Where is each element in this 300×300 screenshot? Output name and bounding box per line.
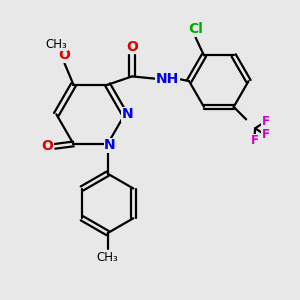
Text: N: N [121,107,133,121]
Text: O: O [58,48,70,62]
Text: Cl: Cl [188,22,203,36]
Text: NH: NH [156,72,179,86]
Text: CH₃: CH₃ [45,38,67,50]
Text: N: N [104,138,116,152]
Text: CH₃: CH₃ [97,251,118,264]
Text: F: F [250,134,259,147]
Text: O: O [41,139,53,153]
Text: F: F [262,128,269,141]
Text: O: O [126,40,138,54]
Text: F: F [262,115,269,128]
